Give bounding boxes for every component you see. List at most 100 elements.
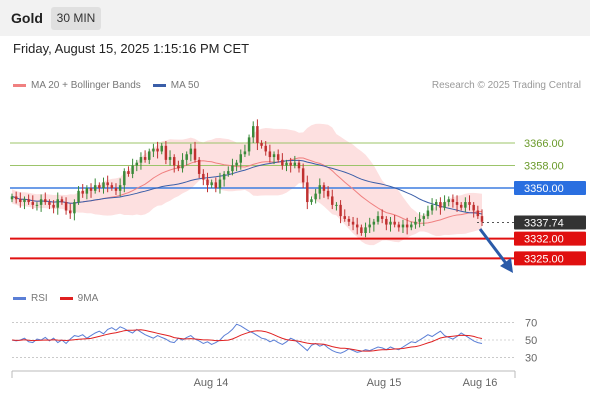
candle-body xyxy=(118,185,122,191)
candle-body xyxy=(281,159,284,166)
bollinger-band-area xyxy=(12,123,482,246)
candle-body xyxy=(401,224,405,228)
candle-body xyxy=(10,196,14,200)
candle-body xyxy=(443,202,446,208)
candle-body xyxy=(64,202,68,211)
candle-body xyxy=(414,221,417,225)
candle-body xyxy=(447,199,450,203)
chart-legend: MA 20 + Bollinger Bands MA 50 xyxy=(13,80,211,91)
candle-body xyxy=(206,179,209,186)
rsi-axis-label-30: 30 xyxy=(525,353,537,365)
candle-body xyxy=(218,179,222,188)
candle-body xyxy=(202,173,205,180)
forecast-arrowhead-icon xyxy=(500,258,513,273)
candle-body xyxy=(48,202,51,205)
level-tag-3332.00 xyxy=(514,231,586,246)
instrument-title: Gold xyxy=(11,10,43,26)
candle-body xyxy=(77,190,80,203)
candle-body xyxy=(385,218,388,225)
candle-body xyxy=(331,196,334,205)
rsi-ma-line xyxy=(11,329,483,352)
candle-body xyxy=(81,190,84,194)
candle-body xyxy=(289,162,292,166)
candle-body xyxy=(422,216,426,219)
candle-body xyxy=(243,151,247,155)
candle-body xyxy=(252,126,255,138)
candle-body xyxy=(439,202,442,208)
candle-body xyxy=(418,218,421,222)
candle-body xyxy=(73,202,76,214)
level-label-3337.74: 3337.74 xyxy=(524,217,564,229)
candle-body xyxy=(102,182,105,188)
candle-body xyxy=(451,199,455,203)
candle-body xyxy=(276,154,280,160)
candle-body xyxy=(31,202,35,205)
candle-body xyxy=(114,188,118,191)
candle-body xyxy=(430,204,434,211)
candle-body xyxy=(322,185,326,191)
candle-body xyxy=(410,224,413,228)
candle-body xyxy=(227,171,230,174)
candle-body xyxy=(197,159,201,174)
candle-body xyxy=(148,151,151,160)
candle-body xyxy=(310,199,313,203)
candle-body xyxy=(256,126,259,143)
candle-body xyxy=(464,202,467,208)
candle-body xyxy=(189,148,193,155)
rsi-line xyxy=(11,323,483,354)
candle-body xyxy=(351,221,355,225)
legend-item-ma50: MA 50 xyxy=(152,80,199,91)
candle-body xyxy=(435,202,438,205)
candle-body xyxy=(19,199,22,203)
candle-body xyxy=(68,210,72,214)
level-label-3358.00: 3358.00 xyxy=(524,161,564,173)
candle-body xyxy=(127,171,130,174)
candle-body xyxy=(285,162,288,166)
candle-body xyxy=(85,188,89,194)
candle-body xyxy=(231,165,234,172)
legend-item-rsi-ma: 9MA xyxy=(59,293,98,304)
candle-body xyxy=(235,162,238,166)
candle-body xyxy=(468,202,471,205)
forecast-arrow xyxy=(478,228,513,273)
rsi-axis-label-50: 50 xyxy=(525,335,537,347)
candle-body xyxy=(405,224,409,228)
legend-item-bb: MA 20 + Bollinger Bands xyxy=(13,80,141,91)
candle-body xyxy=(339,204,342,217)
candle-body xyxy=(35,204,39,206)
candle-body xyxy=(106,182,109,186)
level-label-3350.00: 3350.00 xyxy=(524,183,564,195)
candle-body xyxy=(393,221,396,225)
candle-body xyxy=(89,188,93,191)
legend-rsi-label: RSI xyxy=(31,293,48,304)
candle-body xyxy=(135,162,139,166)
candle-body xyxy=(222,173,226,180)
candle-body xyxy=(164,145,168,160)
candle-body xyxy=(426,210,430,217)
candle-body xyxy=(372,221,376,225)
candle-body xyxy=(185,154,188,160)
candle-body xyxy=(168,157,172,160)
candle-body xyxy=(476,210,480,217)
x-tick-label-Aug-16: Aug 16 xyxy=(463,377,498,389)
candle-body xyxy=(110,185,114,188)
legend-item-rsi: RSI xyxy=(13,293,48,304)
candle-body xyxy=(247,137,251,152)
candle-body xyxy=(172,157,176,166)
timeframe-button[interactable]: 30 MIN xyxy=(51,7,101,30)
candle-body xyxy=(343,216,346,219)
candle-body xyxy=(368,224,371,228)
bollinger-bands xyxy=(12,123,482,246)
candle-body xyxy=(389,221,392,225)
ma50-line xyxy=(11,159,483,215)
rsi-legend: RSI 9MA xyxy=(13,293,110,304)
candle-body xyxy=(193,148,197,160)
candle-body xyxy=(301,168,305,183)
moving-averages xyxy=(11,157,483,224)
level-label-3325.00: 3325.00 xyxy=(524,253,564,265)
candle-body xyxy=(93,185,97,191)
candle-body xyxy=(60,199,64,203)
candle-body xyxy=(23,199,26,203)
candle-body xyxy=(293,162,297,166)
